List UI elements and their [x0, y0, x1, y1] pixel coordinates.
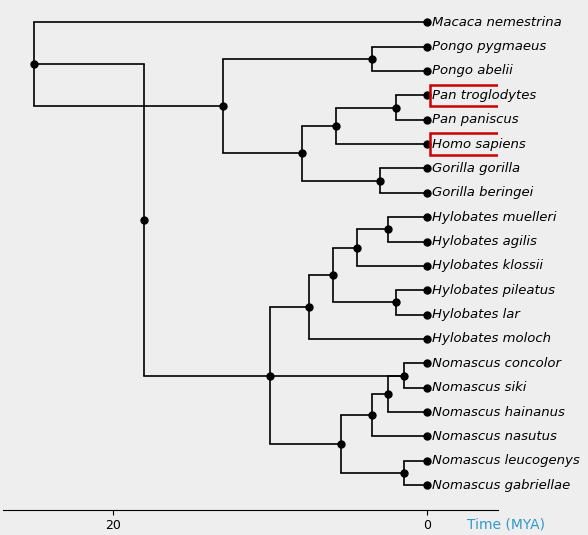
Text: Gorilla gorilla: Gorilla gorilla — [432, 162, 520, 175]
Text: Pan troglodytes: Pan troglodytes — [432, 89, 536, 102]
Text: Hylobates lar: Hylobates lar — [432, 308, 520, 321]
Text: Nomascus gabriellae: Nomascus gabriellae — [432, 479, 570, 492]
Text: Nomascus siki: Nomascus siki — [432, 381, 526, 394]
Text: Gorilla beringei: Gorilla beringei — [432, 186, 533, 200]
Text: Nomascus hainanus: Nomascus hainanus — [432, 406, 565, 418]
Text: Time (MYA): Time (MYA) — [467, 517, 544, 531]
Text: Macaca nemestrina: Macaca nemestrina — [432, 16, 562, 29]
Text: Hylobates pileatus: Hylobates pileatus — [432, 284, 555, 297]
Text: Pongo abelii: Pongo abelii — [432, 65, 513, 78]
Text: Hylobates agilis: Hylobates agilis — [432, 235, 537, 248]
Text: Pongo pygmaeus: Pongo pygmaeus — [432, 40, 546, 53]
Text: Hylobates klossii: Hylobates klossii — [432, 259, 543, 272]
Text: Nomascus concolor: Nomascus concolor — [432, 357, 561, 370]
Text: Pan paniscus: Pan paniscus — [432, 113, 519, 126]
Text: Hylobates muelleri: Hylobates muelleri — [432, 211, 557, 224]
Text: Nomascus leucogenys: Nomascus leucogenys — [432, 454, 580, 467]
Text: Hylobates moloch: Hylobates moloch — [432, 332, 551, 346]
Text: Nomascus nasutus: Nomascus nasutus — [432, 430, 557, 443]
Text: Homo sapiens: Homo sapiens — [432, 137, 526, 150]
